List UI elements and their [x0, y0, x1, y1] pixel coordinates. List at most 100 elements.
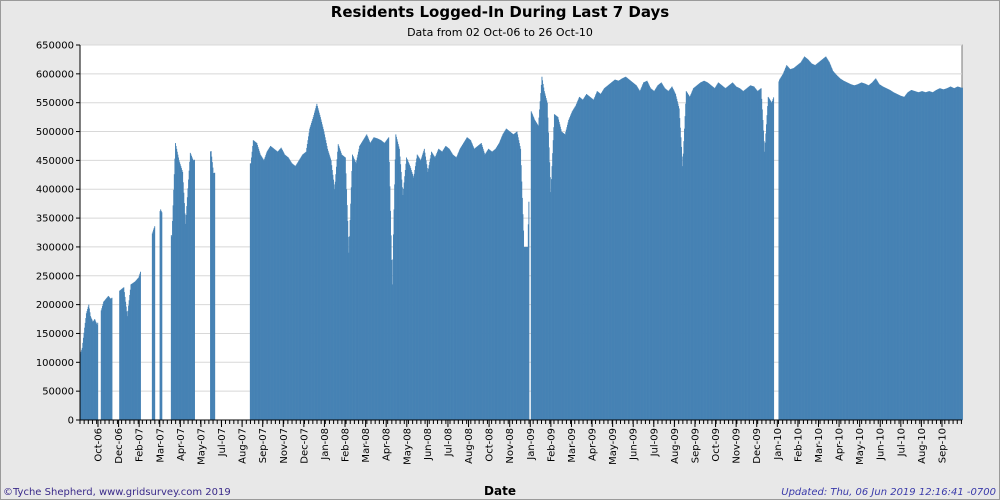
bar	[93, 320, 95, 420]
bar	[301, 155, 303, 420]
bar	[897, 94, 899, 421]
bar	[630, 81, 632, 420]
bar	[739, 88, 741, 421]
bar	[484, 154, 486, 420]
bar	[265, 153, 267, 420]
bar	[490, 150, 492, 420]
bar	[460, 146, 462, 421]
y-tick-label: 350000	[36, 214, 74, 225]
bar	[673, 90, 675, 420]
bar	[960, 87, 962, 420]
bar	[707, 82, 709, 420]
bar	[944, 88, 946, 420]
bar	[609, 83, 611, 420]
bar	[933, 91, 935, 420]
bar	[720, 84, 722, 421]
bar	[632, 82, 634, 420]
bar	[470, 140, 472, 420]
x-tick-label: Mar-09	[567, 428, 578, 463]
bar	[590, 97, 592, 420]
bar	[120, 289, 122, 420]
bar	[327, 150, 329, 420]
bar	[713, 87, 715, 420]
bar	[454, 156, 456, 420]
credit-text[interactable]: ©Tyche Shepherd, www.gridsurvey.com 2019	[3, 487, 231, 498]
bar	[374, 137, 376, 420]
bar	[864, 83, 866, 421]
bar	[124, 296, 126, 420]
bar	[498, 143, 500, 420]
bar	[449, 149, 451, 420]
bar	[255, 142, 257, 420]
chart-title: Residents Logged-In During Last 7 Days	[330, 3, 670, 21]
bar	[957, 86, 959, 420]
bar	[846, 82, 848, 420]
bar	[335, 166, 337, 420]
bar	[139, 271, 141, 420]
bar	[590, 97, 592, 421]
bar	[675, 96, 677, 420]
bar	[481, 145, 483, 420]
x-tick-label: Feb-07	[135, 428, 146, 462]
bar	[681, 156, 683, 421]
bar	[700, 82, 702, 420]
bar	[939, 88, 941, 421]
bar	[417, 156, 419, 421]
bar	[605, 86, 607, 420]
bar	[572, 109, 574, 421]
bar	[748, 86, 750, 420]
bar	[103, 301, 105, 420]
bar	[369, 143, 371, 420]
bar	[458, 150, 460, 421]
bar	[372, 139, 374, 421]
x-tick-label: Mar-10	[814, 428, 825, 463]
bar	[683, 141, 685, 420]
bar	[634, 83, 636, 420]
bar	[662, 85, 664, 420]
bar	[549, 177, 551, 420]
bar	[606, 85, 608, 421]
bar	[531, 114, 533, 420]
bar	[833, 71, 835, 420]
bar	[361, 142, 363, 420]
bar	[556, 116, 558, 421]
bar	[387, 138, 389, 420]
bar	[438, 148, 440, 420]
bar	[786, 65, 788, 420]
bar	[868, 84, 870, 421]
bar	[397, 141, 399, 420]
bar	[483, 150, 485, 420]
bar	[771, 100, 773, 421]
bar	[929, 91, 931, 420]
bar	[408, 163, 410, 420]
bar	[300, 156, 302, 421]
bar	[913, 90, 915, 421]
bar	[845, 81, 847, 421]
bar	[297, 162, 299, 420]
bar	[809, 61, 811, 420]
bar	[331, 165, 333, 420]
bar	[405, 163, 407, 420]
bar	[365, 135, 367, 420]
bar	[93, 320, 95, 420]
bar	[82, 337, 84, 420]
bar	[379, 139, 381, 420]
bar	[811, 63, 813, 421]
bar	[303, 153, 305, 420]
bar	[372, 138, 374, 420]
bar	[290, 162, 292, 420]
bar	[717, 83, 719, 421]
bar	[105, 298, 107, 420]
x-tick-label: Aug-08	[464, 428, 475, 464]
bar	[308, 132, 310, 420]
bar	[737, 87, 739, 421]
bar	[264, 156, 266, 421]
bar	[841, 79, 843, 421]
bar	[185, 223, 187, 420]
bar	[452, 154, 454, 420]
bar	[838, 77, 840, 420]
bar	[738, 87, 740, 420]
bar	[632, 82, 634, 420]
bar	[802, 58, 804, 421]
bar	[354, 161, 356, 420]
